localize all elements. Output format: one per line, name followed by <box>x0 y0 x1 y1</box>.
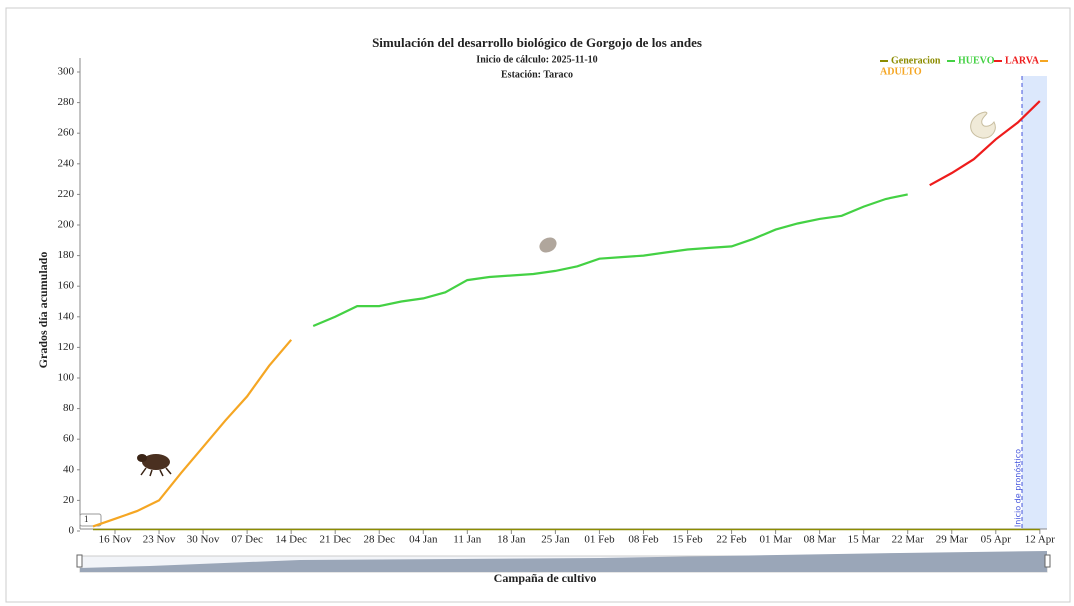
y-tick-label: 120 <box>58 341 75 353</box>
series-line <box>92 339 293 528</box>
navigator-handle[interactable] <box>1044 554 1051 568</box>
x-tick-label: 16 Nov <box>99 534 132 546</box>
legend-label: HUEVO <box>958 55 995 66</box>
subtitle: Inicio de cálculo: 2025-11-10 <box>476 54 597 65</box>
x-tick-label: 30 Nov <box>187 534 220 546</box>
x-tick-label: 01 Mar <box>760 534 792 546</box>
x-tick-label: 23 Nov <box>143 534 176 546</box>
frame <box>5 7 1071 603</box>
x-tick-label: 21 Dec <box>319 534 351 546</box>
navigator-handle[interactable] <box>76 554 83 568</box>
navigator-area <box>80 551 1047 572</box>
y-tick-label: 200 <box>58 219 75 231</box>
x-tick-label: 05 Apr <box>981 534 1012 546</box>
x-tick-label: 22 Feb <box>716 534 747 546</box>
y-tick-label: 260 <box>58 127 75 139</box>
x-tick-label: 15 Feb <box>672 534 703 546</box>
x-tick-label: 29 Mar <box>936 534 968 546</box>
y-tick-label: 220 <box>58 188 75 200</box>
x-tick-label: 08 Mar <box>804 534 836 546</box>
x-tick-label: 18 Jan <box>497 534 526 546</box>
series-line <box>929 100 1041 187</box>
y-tick-label: 180 <box>58 249 75 261</box>
legend-label: LARVA <box>1005 55 1040 66</box>
y-tick-label: 40 <box>63 463 75 475</box>
x-tick-label: 11 Jan <box>453 534 482 546</box>
y-tick-label: 240 <box>58 157 75 169</box>
x-tick-label: 01 Feb <box>584 534 615 546</box>
x-axis-label: Campaña de cultivo <box>494 571 597 585</box>
x-tick-label: 08 Feb <box>628 534 659 546</box>
y-tick-label: 100 <box>58 372 75 384</box>
larva-icon <box>970 111 996 139</box>
x-tick-label: 04 Jan <box>409 534 438 546</box>
legend-label: ADULTO <box>880 66 922 77</box>
y-tick-label: 160 <box>58 280 75 292</box>
flag-label: 1 <box>84 514 89 524</box>
egg-icon <box>539 237 557 253</box>
x-tick-label: 14 Dec <box>275 534 307 546</box>
chart-title: Simulación del desarrollo biológico de G… <box>372 35 702 50</box>
x-tick-label: 28 Dec <box>364 534 396 546</box>
y-tick-label: 20 <box>63 494 75 506</box>
legend-label: Generacion <box>891 55 941 66</box>
y-tick-label: 60 <box>63 433 75 445</box>
y-tick-label: 0 <box>69 525 75 537</box>
y-tick-label: 80 <box>63 402 75 414</box>
x-tick-label: 25 Jan <box>541 534 570 546</box>
series-line <box>312 193 908 328</box>
x-tick-label: 22 Mar <box>892 534 924 546</box>
y-tick-label: 280 <box>58 96 75 108</box>
flag <box>79 513 102 527</box>
forecast-band <box>1022 76 1047 529</box>
x-tick-label: 07 Dec <box>231 534 263 546</box>
x-tick-label: 15 Mar <box>848 534 880 546</box>
weevil-icon <box>137 454 172 477</box>
y-tick-label: 300 <box>58 66 75 78</box>
y-tick-label: 140 <box>58 310 75 322</box>
x-tick-label: 12 Apr <box>1025 534 1056 546</box>
forecast-label: Inicio de pronóstico <box>1013 449 1023 527</box>
subtitle: Estación: Taraco <box>501 69 573 80</box>
y-axis-label: Grados día acumulado <box>36 252 50 369</box>
